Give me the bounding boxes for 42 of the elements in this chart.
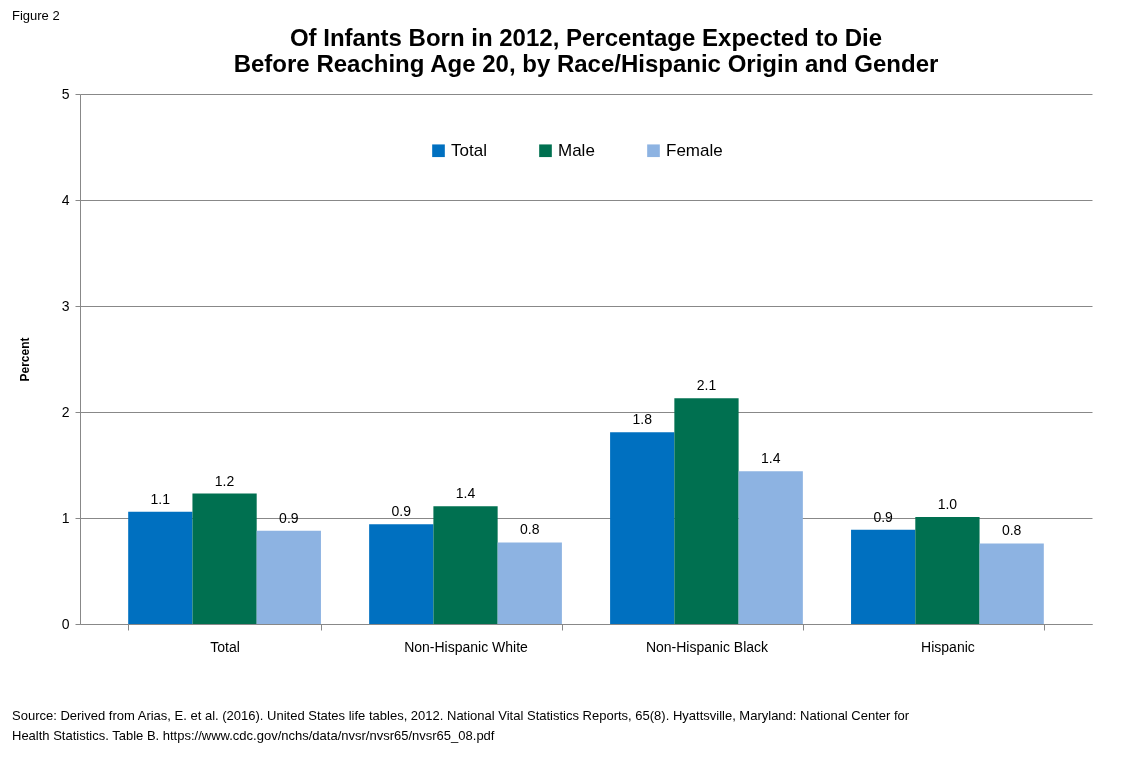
- caption: Figure 2: [12, 8, 60, 23]
- x-tick-label: Non-Hispanic White: [404, 638, 529, 655]
- text: Of Infants Born in 2012, Percentage Expected to Die: [289, 24, 883, 51]
- bar: [256, 530, 321, 624]
- y-tick-label: 5: [61, 85, 70, 102]
- x-tick-label: Hispanic: [921, 638, 975, 655]
- bar: [851, 529, 916, 624]
- annotation: 1.4: [455, 485, 476, 502]
- source-note: Source: Derived from Arias, E. et al. (2016). United States life tables, 2012. National Vital Statistics Reports, 65(8). Hyattsville, Maryland: National Center for Health Statistics. Table B. https://www.cdc.gov/nchs/data/nvsr/nvsr65/nvsr65_08.pdf: [12, 707, 911, 745]
- data-label: 0.9: [279, 509, 299, 526]
- y-tick-label: 4: [61, 191, 70, 208]
- legend-label: Male: [558, 140, 595, 160]
- data-label: 1.0: [937, 495, 958, 512]
- data-label: 2.1: [696, 377, 717, 394]
- y-axis-title: Percent: [17, 337, 32, 382]
- data-label: 0.8: [520, 521, 540, 538]
- data-label: 1.8: [632, 411, 653, 428]
- bar: [192, 493, 257, 624]
- bar: [738, 471, 803, 624]
- x-tick-label: Non-Hispanic Black: [645, 638, 770, 655]
- x-tick-label: Total: [210, 638, 240, 655]
- bar: [979, 543, 1044, 624]
- text: Before Reaching Age 20, by Race/Hispanic Origin and Gender: [233, 50, 939, 77]
- y-tick-label: 0: [61, 615, 70, 632]
- bar: [497, 542, 562, 624]
- bar: [915, 516, 980, 624]
- data-label: 1.1: [150, 490, 171, 507]
- data-label: 0.9: [873, 508, 894, 525]
- bar: [674, 398, 739, 624]
- bar: [433, 506, 498, 624]
- legend-label: Female: [666, 140, 723, 160]
- legend-label: Total: [451, 140, 487, 160]
- bar: [610, 432, 675, 624]
- bar: [128, 511, 193, 624]
- y-tick-label: 1: [61, 509, 70, 526]
- data-label: 0.8: [1001, 522, 1022, 539]
- data-label: 1.4: [761, 450, 781, 467]
- data-label: 1.2: [214, 472, 235, 489]
- y-tick-label: 3: [61, 297, 70, 314]
- bar: [369, 524, 434, 624]
- data-label: 0.9: [391, 503, 412, 520]
- y-tick-label: 2: [61, 403, 70, 420]
